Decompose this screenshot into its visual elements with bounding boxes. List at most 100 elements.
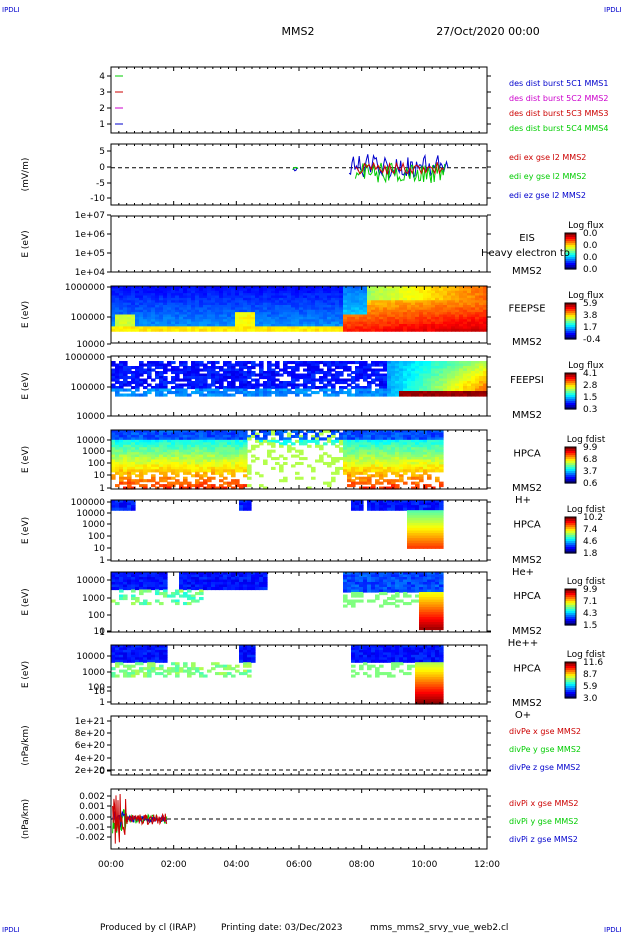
spectrogram-cell — [387, 305, 392, 308]
spectrogram-cell — [115, 307, 120, 311]
spectrogram-cell — [111, 293, 116, 297]
spectrogram-cell — [171, 309, 176, 313]
spectrogram-cell — [371, 321, 376, 325]
spectrogram-cell — [135, 314, 140, 318]
spectrogram-cell — [223, 316, 228, 320]
spectrogram-cell — [419, 321, 424, 325]
spectrogram-cell — [131, 393, 136, 397]
spectrogram-cell — [143, 479, 148, 483]
spectrogram-cell — [327, 439, 332, 443]
spectrogram-cell — [359, 305, 364, 308]
spectrogram-cell — [139, 484, 144, 488]
spectrogram-cell — [123, 312, 128, 316]
spectrogram-cell — [247, 324, 252, 327]
spectrogram-cell — [195, 474, 200, 478]
spectrogram-cell — [411, 286, 416, 289]
spectrogram-cell — [367, 305, 372, 308]
spectrogram-cell — [111, 309, 116, 313]
spectrogram-cell — [367, 300, 372, 304]
spectrogram-cell — [431, 312, 436, 316]
spectrogram-cell — [407, 476, 412, 480]
spectrogram-cell — [291, 312, 296, 316]
spectrogram-cell — [283, 295, 288, 299]
spectrogram-cell — [259, 295, 264, 299]
spectrogram-cell — [299, 461, 304, 466]
spectrogram-cell — [127, 302, 132, 306]
spectrogram-cell — [343, 368, 348, 372]
spectrogram-cell — [207, 324, 212, 327]
spectrogram-cell — [259, 321, 264, 325]
spectrogram-cell — [147, 602, 152, 606]
spectrogram-cell — [187, 393, 192, 397]
spectrogram-cell — [291, 307, 296, 311]
spectrogram-cell — [203, 328, 208, 332]
spectrogram-cell — [419, 295, 424, 299]
spectrogram-cell — [427, 324, 432, 327]
spectrogram-cell — [427, 290, 432, 294]
spectrogram-cell — [151, 305, 156, 308]
spectrogram-cell — [411, 545, 416, 549]
spectrogram-cell — [111, 388, 116, 392]
spectrogram-cell — [327, 297, 332, 301]
spectrogram-cell — [223, 328, 228, 332]
spectrogram-cell — [299, 288, 304, 292]
spectrogram-cell — [451, 305, 456, 308]
spectrogram-cell — [419, 545, 424, 549]
spectrogram-cell — [463, 319, 468, 323]
spectrogram-cell — [371, 312, 376, 316]
spectrogram-cell — [255, 307, 260, 311]
spectrogram-cell — [339, 328, 344, 332]
spectrogram-cell — [411, 481, 416, 485]
spectrogram-cell — [123, 293, 128, 297]
spectrogram-cell — [443, 293, 448, 297]
spectrogram-cell — [243, 295, 248, 299]
spectrogram-cell — [275, 321, 280, 325]
spectrogram-cell — [115, 391, 120, 395]
spectrogram-cell — [359, 319, 364, 323]
spectrogram-cell — [427, 293, 432, 297]
spectrogram-cell — [295, 321, 300, 325]
spectrogram-cell — [391, 471, 396, 475]
spectrogram-cell — [187, 319, 192, 323]
spectrogram-cell — [475, 319, 480, 323]
spectrogram-cell — [403, 293, 408, 297]
spectrogram-cell — [195, 324, 200, 327]
spectrogram-cell — [171, 295, 176, 299]
spectrogram-cell — [227, 297, 232, 301]
spectrogram-cell — [151, 319, 156, 323]
spectrogram-cell — [483, 316, 488, 320]
spectrogram-cell — [287, 295, 292, 299]
spectrogram-cell — [223, 297, 228, 301]
spectrogram-cell — [367, 328, 372, 332]
spectrogram-cell — [383, 307, 388, 311]
spectrogram-cell — [387, 300, 392, 304]
spectrogram-cell — [199, 476, 204, 480]
spectrogram-cell — [151, 297, 156, 301]
spectrogram-cell — [275, 366, 280, 370]
spectrogram-cell — [171, 594, 176, 598]
spectrogram-cell — [483, 314, 488, 318]
spectrogram-cell — [119, 321, 124, 325]
spectrogram-cell — [455, 324, 460, 327]
spectrogram-cell — [295, 316, 300, 320]
spectrogram-cell — [199, 307, 204, 311]
spectrogram-cell — [375, 297, 380, 301]
spectrogram-cell — [315, 321, 320, 325]
spectrogram-cell — [471, 286, 476, 289]
spectrogram-cell — [227, 484, 232, 488]
spectrogram-cell — [403, 507, 408, 511]
spectrogram-cell — [163, 328, 168, 332]
spectrogram-cell — [227, 324, 232, 327]
spectrogram-cell — [151, 484, 156, 488]
spectrogram-cell — [483, 286, 488, 289]
spectrogram-cell — [223, 324, 228, 327]
spectrogram-cell — [459, 314, 464, 318]
spectrogram-cell — [171, 297, 176, 301]
spectrogram-cell — [263, 290, 268, 294]
spectrogram-cell — [167, 300, 172, 304]
spectrogram-cell — [383, 297, 388, 301]
spectrogram-cell — [155, 599, 160, 603]
spectrogram-cell — [163, 314, 168, 318]
spectrogram-cell — [179, 305, 184, 308]
